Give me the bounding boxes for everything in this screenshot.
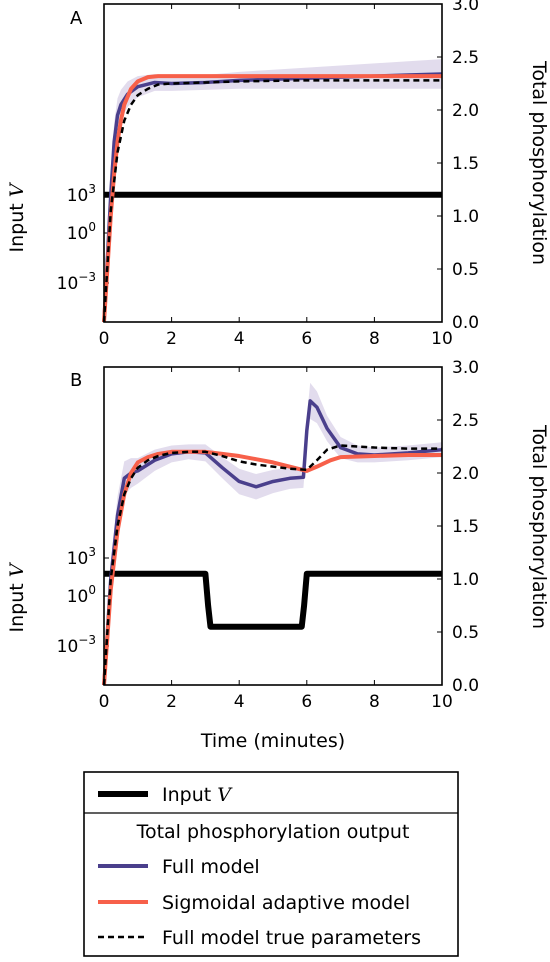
legend: Input V Total phosphorylation output Ful… bbox=[83, 771, 459, 957]
series-full-model bbox=[102, 399, 443, 686]
y-tick-label-right: 3.0 bbox=[452, 358, 479, 378]
x-tick-label: 10 bbox=[431, 329, 453, 349]
legend-label-true-parameters: Full model true parameters bbox=[162, 927, 421, 949]
y-tick-label-right: 3.0 bbox=[452, 0, 479, 15]
legend-section-title: Total phosphorylation output bbox=[136, 821, 410, 843]
series-full-model-true-parameters bbox=[102, 444, 442, 686]
panel-label-a: A bbox=[70, 8, 83, 29]
panel-label-b: B bbox=[70, 370, 82, 391]
x-tick-label: 10 bbox=[431, 692, 453, 712]
series-full-model bbox=[102, 72, 443, 323]
y-tick-label-right: 2.5 bbox=[452, 48, 479, 68]
panel-b: B 0 2 4 6 8 100.0 0.5 1.0 1.5 2.0 2.5 3.0 103 100 10−3… bbox=[6, 358, 550, 712]
left-ylabel-b: Input V bbox=[6, 561, 28, 632]
y-tick-label-left: 103 bbox=[67, 545, 96, 569]
y-tick-label-right: 1.0 bbox=[452, 570, 479, 590]
axes-frame-b bbox=[103, 366, 443, 686]
series-sigmoidal-adaptive-model bbox=[102, 74, 442, 323]
x-tick-label: 8 bbox=[369, 692, 380, 712]
full-model-band bbox=[104, 382, 442, 685]
x-tick-label: 2 bbox=[166, 329, 177, 349]
y-tick-label-right: 2.5 bbox=[452, 411, 479, 431]
plot-area-b: 0 2 4 6 8 100.0 0.5 1.0 1.5 2.0 2.5 3.0 103 100 10−3 bbox=[57, 358, 479, 712]
x-axis-label: Time (minutes) bbox=[200, 730, 345, 752]
axes-frame-a bbox=[103, 3, 443, 323]
series-sigmoidal-adaptive-model bbox=[102, 449, 442, 686]
legend-label-sigmoidal: Sigmoidal adaptive model bbox=[162, 892, 410, 914]
series-input-v bbox=[104, 570, 442, 630]
x-tick-label: 2 bbox=[166, 692, 177, 712]
legend-label-full-model: Full model bbox=[162, 856, 260, 878]
y-tick-label-right: 1.0 bbox=[452, 207, 479, 227]
y-tick-label-right: 2.0 bbox=[452, 101, 479, 121]
y-tick-label-right: 0.5 bbox=[452, 623, 479, 643]
x-tick-label: 6 bbox=[301, 692, 312, 712]
y-tick-label-right: 0.0 bbox=[452, 676, 479, 696]
y-tick-label-left: 100 bbox=[67, 583, 96, 607]
x-tick-label: 6 bbox=[301, 329, 312, 349]
y-tick-label-left: 10−3 bbox=[57, 270, 96, 294]
x-tick-label: 8 bbox=[369, 329, 380, 349]
y-tick-label-right: 0.5 bbox=[452, 260, 479, 280]
legend-label-input: Input V bbox=[162, 784, 233, 806]
x-tick-label: 4 bbox=[234, 692, 245, 712]
y-tick-label-right: 1.5 bbox=[452, 517, 479, 537]
x-tick-label: 0 bbox=[99, 692, 110, 712]
right-ylabel-a: Total phosphorylation bbox=[528, 60, 550, 265]
right-ylabel-b: Total phosphorylation bbox=[528, 424, 550, 629]
y-tick-label-right: 2.0 bbox=[452, 464, 479, 484]
y-tick-label-left: 103 bbox=[67, 182, 96, 206]
plot-area-a: 0 2 4 6 8 100.0 0.5 1.0 1.5 2.0 2.5 3.0 103 100 10−3 bbox=[57, 0, 479, 349]
full-model-band bbox=[104, 59, 442, 323]
x-tick-label: 4 bbox=[234, 329, 245, 349]
panel-a: A 0 2 4 6 8 100.0 0.5 1.0 1.5 2.0 2.5 3.0 103 100 10−3… bbox=[6, 0, 550, 349]
y-tick-label-right: 1.5 bbox=[452, 154, 479, 174]
series-full-model-true-parameters bbox=[102, 79, 442, 323]
y-tick-label-left: 100 bbox=[67, 220, 96, 244]
y-tick-label-left: 10−3 bbox=[57, 633, 96, 657]
y-tick-label-right: 0.0 bbox=[452, 313, 479, 333]
left-ylabel-a: Input V bbox=[6, 181, 28, 252]
x-tick-label: 0 bbox=[99, 329, 110, 349]
